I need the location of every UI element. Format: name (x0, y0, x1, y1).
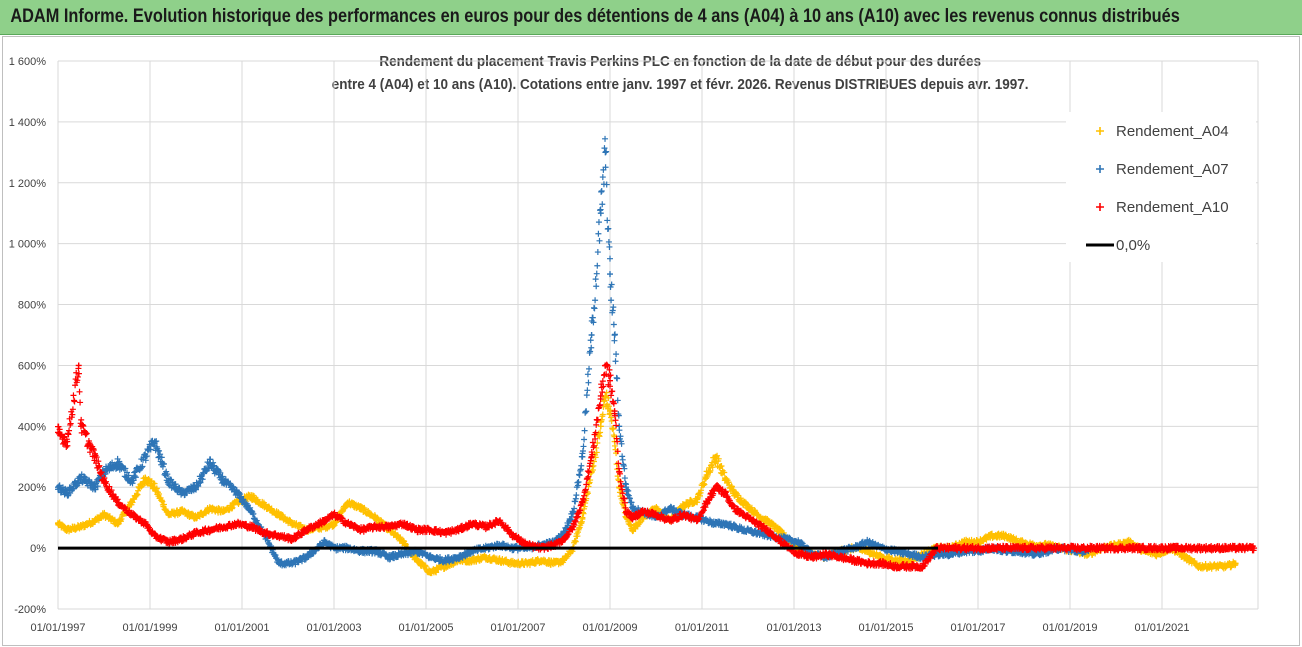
data-point-a07 (597, 210, 604, 217)
x-tick-label: 01/01/2003 (306, 622, 361, 634)
series-a07 (55, 135, 1092, 569)
point-a07 (591, 305, 598, 312)
point-a07 (586, 365, 593, 372)
point-a07 (611, 337, 618, 344)
y-tick-label: 200% (18, 482, 46, 494)
point-a07 (581, 436, 588, 443)
data-point-a04 (597, 423, 604, 430)
point-a07 (602, 135, 609, 142)
point-a10 (70, 392, 77, 399)
point-a07 (573, 492, 580, 499)
point-a07 (608, 297, 615, 304)
y-tick-label: 1 000% (9, 239, 47, 251)
point-a07 (612, 358, 619, 365)
data-point-a07 (579, 453, 586, 460)
data-point-a04 (579, 514, 586, 521)
y-tick-label: 400% (18, 421, 46, 433)
point-a10 (76, 388, 83, 395)
point-a07 (581, 427, 588, 434)
x-tick-label: 01/01/2011 (675, 622, 729, 634)
point-a07 (606, 243, 613, 250)
point-a07 (580, 443, 587, 450)
point-a07 (592, 276, 599, 283)
x-tick-label: 01/01/2019 (1042, 622, 1097, 634)
point-a10 (71, 398, 78, 405)
point-a07 (596, 237, 603, 244)
y-tick-label: 1 400% (9, 117, 47, 129)
x-tick-label: 01/01/1999 (122, 622, 177, 634)
point-a07 (593, 270, 600, 277)
point-a10 (78, 416, 85, 423)
point-a10 (77, 399, 84, 406)
y-tick-label: 0% (30, 543, 46, 555)
x-tick-label: 01/01/2009 (582, 622, 637, 634)
chart-title-line2: entre 4 (A04) et 10 ans (A10). Cotations… (331, 76, 1029, 93)
x-tick-label: 01/01/2005 (398, 622, 453, 634)
point-a07 (594, 262, 601, 269)
x-tick-label: 01/01/2015 (858, 622, 913, 634)
point-a10 (66, 427, 73, 434)
point-a07 (604, 217, 611, 224)
data-point-a07 (602, 149, 609, 156)
point-a10 (75, 370, 82, 377)
point-a10 (55, 423, 62, 430)
point-a04 (572, 538, 579, 545)
point-a07 (595, 219, 602, 226)
point-a04 (584, 490, 591, 497)
y-tick-label: 600% (18, 360, 46, 372)
point-a07 (610, 321, 617, 328)
point-a07 (584, 371, 591, 378)
point-a07 (593, 283, 600, 290)
point-a07 (598, 187, 605, 194)
point-a07 (607, 255, 613, 262)
point-a07 (613, 351, 620, 358)
point-a07 (578, 462, 585, 469)
x-tick-label: 01/01/2001 (214, 622, 269, 634)
point-a10 (67, 420, 74, 427)
point-a07 (588, 344, 595, 351)
data-point-a07 (616, 423, 623, 430)
point-a07 (599, 174, 606, 181)
x-tick-label: 01/01/2017 (950, 622, 1005, 634)
x-tick-label: 01/01/2013 (766, 622, 821, 634)
y-tick-label: 1 200% (9, 178, 47, 190)
x-tick-label: 01/01/2021 (1134, 622, 1189, 634)
point-a07 (599, 201, 606, 208)
report-banner-title: ADAM Informe. Evolution historique des p… (10, 6, 1180, 27)
point-a07 (585, 379, 592, 386)
point-a07 (594, 249, 601, 256)
point-a07 (592, 297, 599, 304)
point-a07 (587, 337, 594, 344)
y-tick-label: 800% (18, 300, 46, 312)
point-a07 (614, 375, 621, 382)
point-a07 (621, 475, 628, 482)
report-banner: ADAM Informe. Evolution historique des p… (0, 0, 1302, 35)
data-point-a07 (588, 332, 595, 338)
series-a10 (55, 361, 1257, 572)
data-point-a07 (611, 332, 618, 338)
y-tick-label: 1 600% (9, 56, 47, 68)
point-a07 (595, 230, 602, 237)
y-tick-label: -200% (14, 604, 46, 616)
point-a07 (584, 387, 591, 394)
data-point-a07 (607, 271, 613, 278)
point-a07 (575, 478, 582, 485)
x-tick-label: 01/01/2007 (490, 622, 545, 634)
x-tick-label: 01/01/1997 (30, 622, 85, 634)
